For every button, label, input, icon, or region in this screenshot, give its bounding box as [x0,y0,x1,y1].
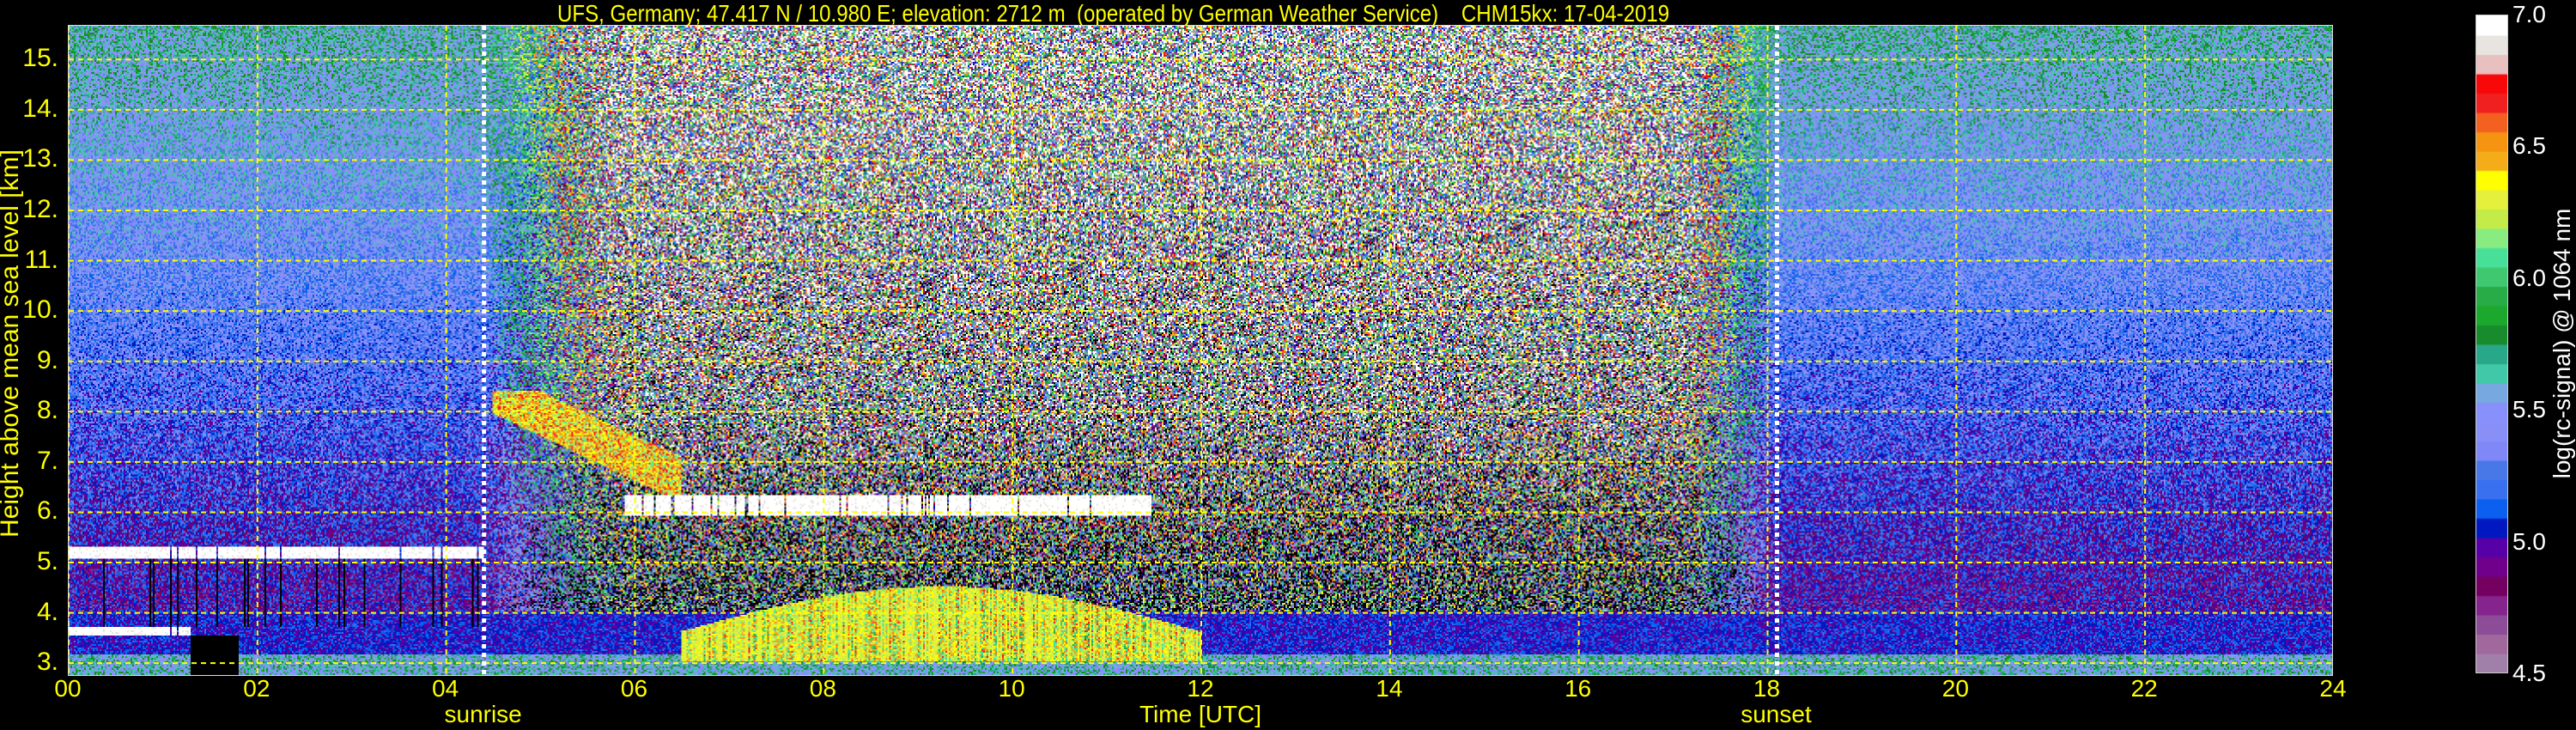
x-tick-label: 18 [1753,675,1781,702]
x-tick-label: 22 [2130,675,2158,702]
colorbar-tick-label: 6.0 [2512,264,2546,291]
sunset-label: sunset [1741,701,1812,727]
grid-overlay [69,26,2332,675]
chart-title: UFS, Germany; 47.417 N / 10.980 E; eleva… [557,0,1670,27]
y-tick-label: 9. [36,345,58,374]
colorbar-tick-label: 5.0 [2512,527,2546,555]
colorbar-tick-label: 7.0 [2512,1,2546,27]
y-tick-label: 13. [22,144,58,173]
y-tick-label: 10. [22,295,58,325]
plot-area [68,25,2333,676]
y-tick-label: 4. [36,597,58,626]
x-tick-label: 02 [243,675,270,702]
y-tick-label: 12. [22,194,58,223]
y-tick-label: 8. [36,396,58,425]
sunrise-label: sunrise [444,701,522,727]
y-axis-label: Height above mean sea level [km] [0,149,24,538]
y-tick-label: 3. [36,648,58,677]
colorbar [2476,15,2508,673]
y-tick-label: 15. [22,44,58,73]
y-tick-label: 6. [36,496,58,526]
x-tick-label: 12 [1187,675,1214,702]
colorbar-tick-label: 6.5 [2512,132,2546,160]
colorbar-tick-label: 4.5 [2512,660,2546,686]
x-tick-label: 10 [998,675,1025,702]
y-tick-label: 5. [36,547,58,576]
x-axis-label: Time [UTC] [1139,701,1262,727]
colorbar-label: log(rc-signal) @ 1064 nm [2549,208,2575,479]
y-tick-label: 7. [36,446,58,475]
colorbar-tick-label: 5.5 [2512,396,2546,423]
x-tick-label: 00 [54,675,82,702]
x-tick-label: 08 [809,675,836,702]
x-tick-label: 20 [1941,675,1969,702]
x-tick-label: 14 [1376,675,1403,702]
y-tick-label: 14. [22,94,58,123]
x-tick-label: 04 [432,675,459,702]
y-tick-label: 11. [24,245,58,274]
x-tick-label: 06 [620,675,648,702]
x-tick-label: 24 [2319,675,2347,702]
x-tick-label: 16 [1564,675,1592,702]
